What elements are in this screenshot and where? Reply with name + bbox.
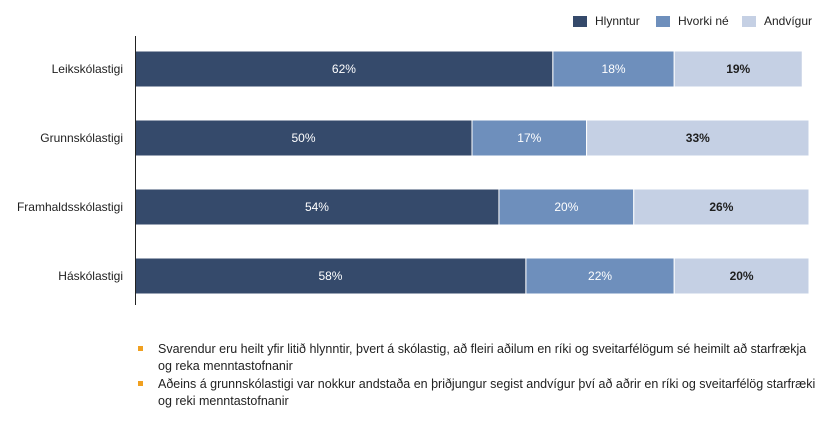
data-label: 26% xyxy=(709,200,733,214)
legend-label-hlynntur: Hlynntur xyxy=(595,14,640,28)
bar-segment xyxy=(498,188,635,226)
data-label: 33% xyxy=(686,131,710,145)
data-label: 58% xyxy=(318,269,342,283)
category-label: Framhaldsskólastigi xyxy=(17,200,123,214)
legend-item-hlynntur: Hlynntur xyxy=(573,14,640,28)
bar-segment xyxy=(525,257,675,295)
data-label: 20% xyxy=(554,200,578,214)
legend-swatch-hlynntur xyxy=(573,15,587,27)
bar-segment xyxy=(134,50,554,88)
legend-label-hvorki-ne: Hvorki né xyxy=(678,14,729,28)
chart-legend: Hlynntur Hvorki né Andvígur xyxy=(0,14,835,32)
note-text: Aðeins á grunnskólastigi var nokkur ands… xyxy=(158,377,816,408)
note-item: Svarendur eru heilt yfir litið hlynntir,… xyxy=(138,341,818,375)
legend-item-hvorki-ne: Hvorki né xyxy=(656,14,729,28)
data-label: 17% xyxy=(517,131,541,145)
note-item: Aðeins á grunnskólastigi var nokkur ands… xyxy=(138,376,818,410)
bar-segment xyxy=(586,119,810,157)
data-label: 19% xyxy=(726,62,750,76)
legend-swatch-hvorki-ne xyxy=(656,15,670,27)
notes-list: Svarendur eru heilt yfir litið hlynntir,… xyxy=(138,341,818,410)
stacked-bar-chart: Leikskólastigi 62% 18% 19% Grunnskólastigi 50… xyxy=(17,36,810,305)
data-label: 50% xyxy=(291,131,315,145)
category-label: Háskólastigi xyxy=(58,269,123,283)
data-label: 22% xyxy=(588,269,612,283)
legend-item-andvigur: Andvígur xyxy=(742,14,812,28)
data-label: 18% xyxy=(602,62,626,76)
bar-segment xyxy=(673,257,810,295)
data-label: 62% xyxy=(332,62,356,76)
category-label: Leikskólastigi xyxy=(52,62,123,76)
bar-segment xyxy=(471,119,588,157)
bar-segment xyxy=(134,119,473,157)
bar-segment xyxy=(134,188,500,226)
data-label: 20% xyxy=(730,269,754,283)
legend-swatch-andvigur xyxy=(742,15,756,27)
data-label: 54% xyxy=(305,200,329,214)
bullet-square-icon xyxy=(138,381,143,386)
bar-segment xyxy=(134,257,527,295)
bullet-square-icon xyxy=(138,346,143,351)
legend-label-andvigur: Andvígur xyxy=(764,14,813,28)
bar-segment xyxy=(673,50,803,88)
note-text: Svarendur eru heilt yfir litið hlynntir,… xyxy=(158,342,807,373)
bar-segment xyxy=(633,188,810,226)
category-label: Grunnskólastigi xyxy=(40,131,123,145)
